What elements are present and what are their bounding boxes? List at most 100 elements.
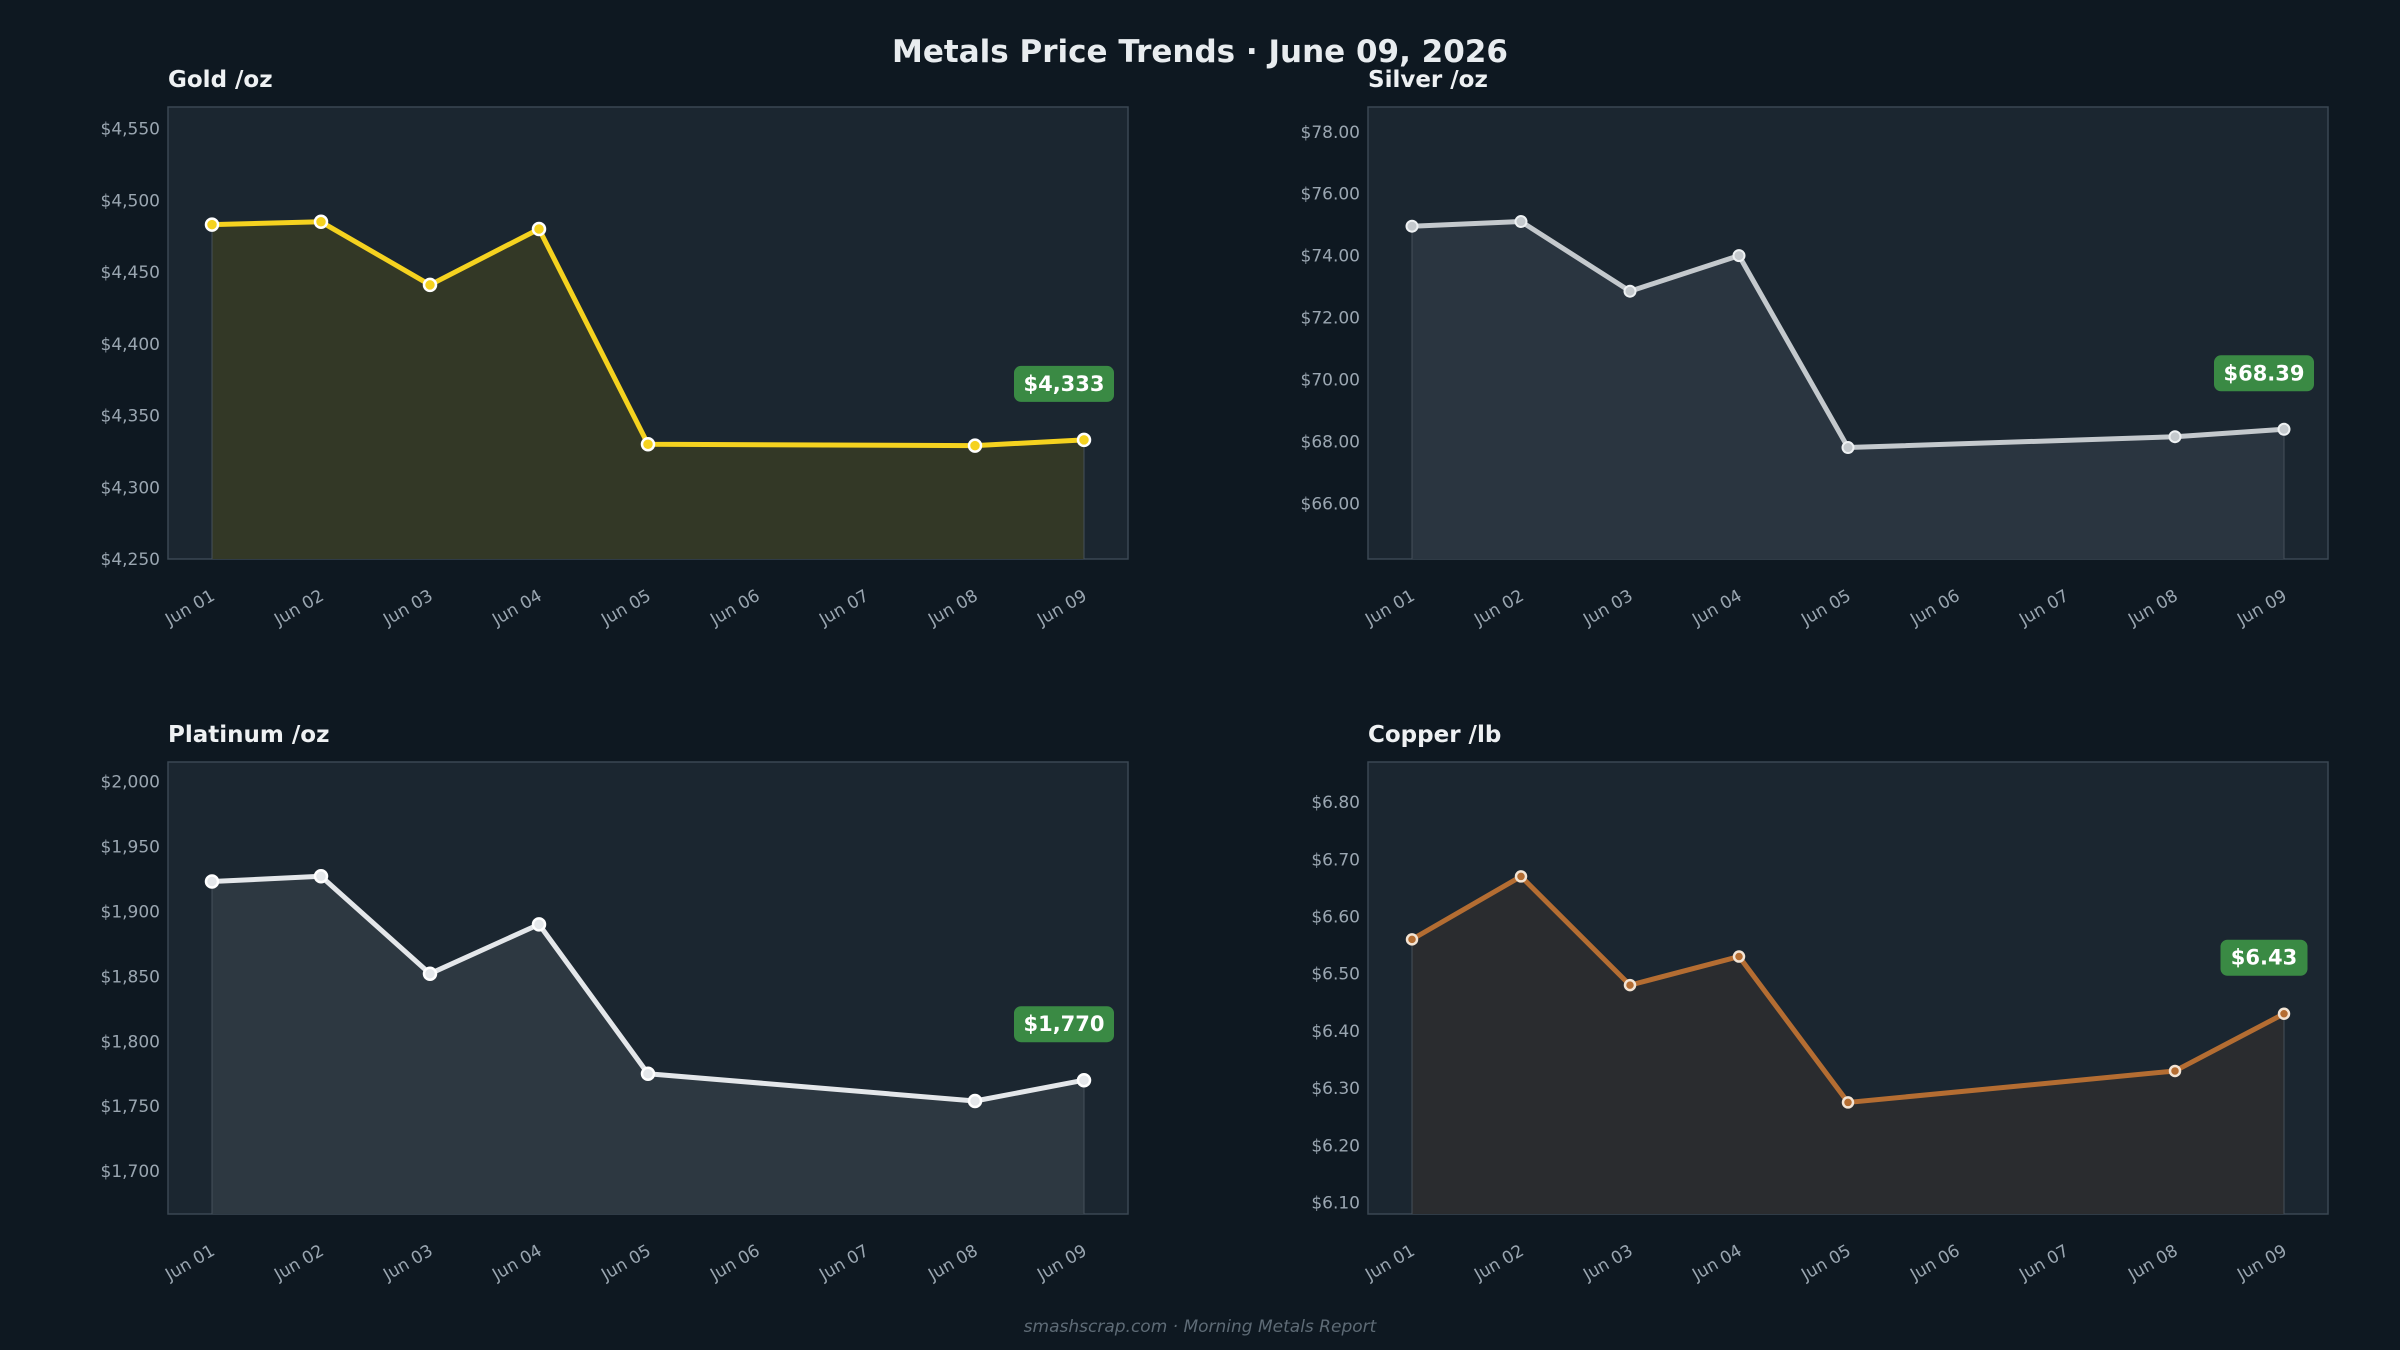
copper-x-tick-label: Jun 06 bbox=[1906, 1241, 1963, 1286]
gold-x-tick-label: Jun 09 bbox=[1033, 586, 1090, 631]
platinum-y-tick-label: $1,800 bbox=[101, 1032, 160, 1052]
copper-data-point-1 bbox=[1514, 870, 1528, 883]
silver-y-tick-label: $70.00 bbox=[1301, 370, 1360, 390]
platinum-latest-badge bbox=[1014, 1006, 1114, 1043]
copper-y-tick-label: $6.20 bbox=[1311, 1136, 1360, 1156]
copper-data-point-2 bbox=[1623, 978, 1637, 992]
platinum-area-fill bbox=[212, 876, 1084, 1214]
platinum-x-tick-label: Jun 05 bbox=[597, 1241, 654, 1286]
platinum-x-tick-label: Jun 08 bbox=[924, 1241, 981, 1286]
gold-y-tick-label: $4,550 bbox=[101, 120, 160, 140]
copper-y-tick-label: $6.10 bbox=[1311, 1194, 1360, 1214]
copper-y-tick-label: $6.80 bbox=[1311, 793, 1360, 813]
silver-data-point-3 bbox=[1732, 249, 1746, 263]
platinum-x-tick-label: Jun 07 bbox=[815, 1241, 872, 1286]
platinum-x-tick-label: Jun 01 bbox=[161, 1241, 218, 1286]
platinum-y-tick-label: $1,750 bbox=[101, 1097, 160, 1117]
copper-x-tick-label: Jun 08 bbox=[2124, 1241, 2181, 1286]
silver-y-tick-label: $74.00 bbox=[1301, 247, 1360, 267]
silver-x-tick-label: Jun 03 bbox=[1579, 586, 1636, 631]
gold-latest-badge bbox=[1014, 365, 1114, 402]
copper-data-point-4 bbox=[1841, 1096, 1855, 1109]
copper-chart-title: Copper /lb bbox=[1368, 722, 1501, 748]
silver-x-tick-label: Jun 05 bbox=[1797, 586, 1854, 631]
copper-y-tick-label: $6.50 bbox=[1311, 965, 1360, 985]
gold-y-tick-label: $4,400 bbox=[101, 335, 160, 355]
silver-y-tick-label: $68.00 bbox=[1301, 432, 1360, 452]
copper-x-tick-label: Jun 02 bbox=[1470, 1241, 1527, 1286]
gold-x-tick-label: Jun 07 bbox=[815, 586, 872, 631]
copper-data-point-0 bbox=[1405, 933, 1419, 946]
silver-x-tick-label: Jun 07 bbox=[2015, 586, 2072, 631]
platinum-data-point-0 bbox=[204, 874, 220, 889]
silver-y-tick-label: $66.00 bbox=[1301, 494, 1360, 514]
gold-data-point-6 bbox=[1076, 432, 1092, 448]
platinum-x-tick-label: Jun 06 bbox=[706, 1241, 763, 1286]
gold-x-tick-label: Jun 08 bbox=[924, 586, 981, 631]
silver-x-tick-label: Jun 02 bbox=[1470, 586, 1527, 631]
platinum-data-point-3 bbox=[531, 917, 547, 932]
copper-data-point-6 bbox=[2277, 1007, 2291, 1020]
platinum-y-tick-label: $1,900 bbox=[101, 902, 160, 922]
silver-data-point-0 bbox=[1405, 219, 1419, 233]
silver-data-point-1 bbox=[1514, 215, 1528, 229]
platinum-data-point-2 bbox=[422, 966, 438, 981]
platinum-data-point-1 bbox=[313, 869, 329, 884]
silver-data-point-6 bbox=[2277, 422, 2291, 436]
copper-x-tick-label: Jun 01 bbox=[1361, 1241, 1418, 1286]
gold-chart-title: Gold /oz bbox=[168, 67, 273, 93]
silver-x-tick-label: Jun 06 bbox=[1906, 586, 1963, 631]
platinum-x-tick-label: Jun 09 bbox=[1033, 1241, 1090, 1286]
platinum-y-tick-label: $2,000 bbox=[101, 772, 160, 792]
silver-area-fill bbox=[1412, 221, 2284, 559]
copper-x-tick-label: Jun 07 bbox=[2015, 1241, 2072, 1286]
copper-latest-badge bbox=[2220, 939, 2308, 976]
gold-area-fill bbox=[212, 221, 1084, 560]
gold-x-tick-label: Jun 05 bbox=[597, 586, 654, 631]
silver-data-point-2 bbox=[1623, 284, 1637, 298]
silver-x-tick-label: Jun 04 bbox=[1688, 586, 1745, 631]
gold-x-tick-label: Jun 01 bbox=[161, 586, 218, 631]
silver-x-tick-label: Jun 01 bbox=[1361, 586, 1418, 631]
gold-y-tick-label: $4,300 bbox=[101, 478, 160, 498]
silver-data-point-4 bbox=[1841, 441, 1855, 455]
gold-y-tick-label: $4,250 bbox=[101, 550, 160, 570]
copper-y-tick-label: $6.40 bbox=[1311, 1022, 1360, 1042]
gold-data-point-5 bbox=[967, 438, 983, 453]
platinum-chart-title: Platinum /oz bbox=[168, 722, 329, 748]
copper-y-tick-label: $6.70 bbox=[1311, 850, 1360, 870]
platinum-latest-label: $1,770 bbox=[1023, 1012, 1104, 1036]
silver-y-tick-label: $76.00 bbox=[1301, 185, 1360, 205]
copper-x-tick-label: Jun 04 bbox=[1688, 1241, 1745, 1286]
silver-data-point-5 bbox=[2168, 430, 2182, 444]
platinum-x-tick-label: Jun 03 bbox=[379, 1241, 436, 1286]
gold-x-tick-label: Jun 04 bbox=[488, 586, 545, 631]
platinum-x-tick-label: Jun 04 bbox=[488, 1241, 545, 1286]
gold-y-tick-label: $4,500 bbox=[101, 191, 160, 211]
silver-chart: Silver /oz $66.00 $68.00 $70.00 $72.00 $74.00… bbox=[1301, 67, 2329, 631]
copper-x-tick-label: Jun 09 bbox=[2233, 1241, 2290, 1286]
silver-y-tick-label: $72.00 bbox=[1301, 309, 1360, 329]
copper-data-point-3 bbox=[1732, 950, 1746, 963]
copper-x-tick-label: Jun 03 bbox=[1579, 1241, 1636, 1286]
platinum-data-point-5 bbox=[967, 1093, 983, 1109]
gold-latest-label: $4,333 bbox=[1023, 372, 1104, 396]
footer-credit: smashscrap.com · Morning Metals Report bbox=[1023, 1317, 1377, 1337]
silver-x-tick-label: Jun 09 bbox=[2233, 586, 2290, 631]
silver-y-tick-label: $78.00 bbox=[1301, 123, 1360, 143]
copper-latest-label: $6.43 bbox=[2231, 946, 2297, 970]
silver-latest-badge bbox=[2214, 355, 2314, 392]
silver-x-tick-label: Jun 08 bbox=[2124, 586, 2181, 631]
platinum-y-tick-label: $1,950 bbox=[101, 837, 160, 857]
gold-data-point-1 bbox=[313, 214, 329, 230]
silver-latest-label: $68.39 bbox=[2223, 361, 2304, 385]
gold-y-tick-label: $4,450 bbox=[101, 263, 160, 283]
copper-y-tick-label: $6.30 bbox=[1311, 1079, 1360, 1099]
copper-x-tick-label: Jun 05 bbox=[1797, 1241, 1854, 1286]
gold-x-tick-label: Jun 06 bbox=[706, 586, 763, 631]
copper-chart: Copper /lb $6.10 $6.20 $6.30 $6.40 $6.50 $6.60… bbox=[1311, 722, 2329, 1286]
gold-data-point-0 bbox=[204, 217, 220, 232]
page-title: Metals Price Trends · June 09, 2026 bbox=[892, 34, 1508, 70]
platinum-data-point-6 bbox=[1076, 1072, 1092, 1088]
